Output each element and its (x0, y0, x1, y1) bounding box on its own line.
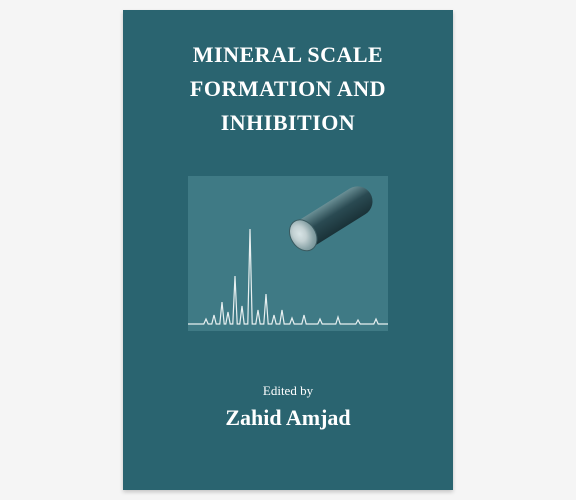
book-cover: MINERAL SCALE FORMATION AND INHIBITION E… (123, 10, 453, 490)
title-line-1: MINERAL SCALE (193, 42, 383, 67)
title-line-3: INHIBITION (221, 110, 356, 135)
cover-figure (188, 176, 388, 331)
title-line-2: FORMATION AND (190, 76, 386, 101)
editor-credit: Edited by Zahid Amjad (225, 383, 350, 431)
book-title: MINERAL SCALE FORMATION AND INHIBITION (190, 38, 386, 140)
editor-name: Zahid Amjad (225, 405, 350, 431)
edited-by-label: Edited by (225, 383, 350, 399)
